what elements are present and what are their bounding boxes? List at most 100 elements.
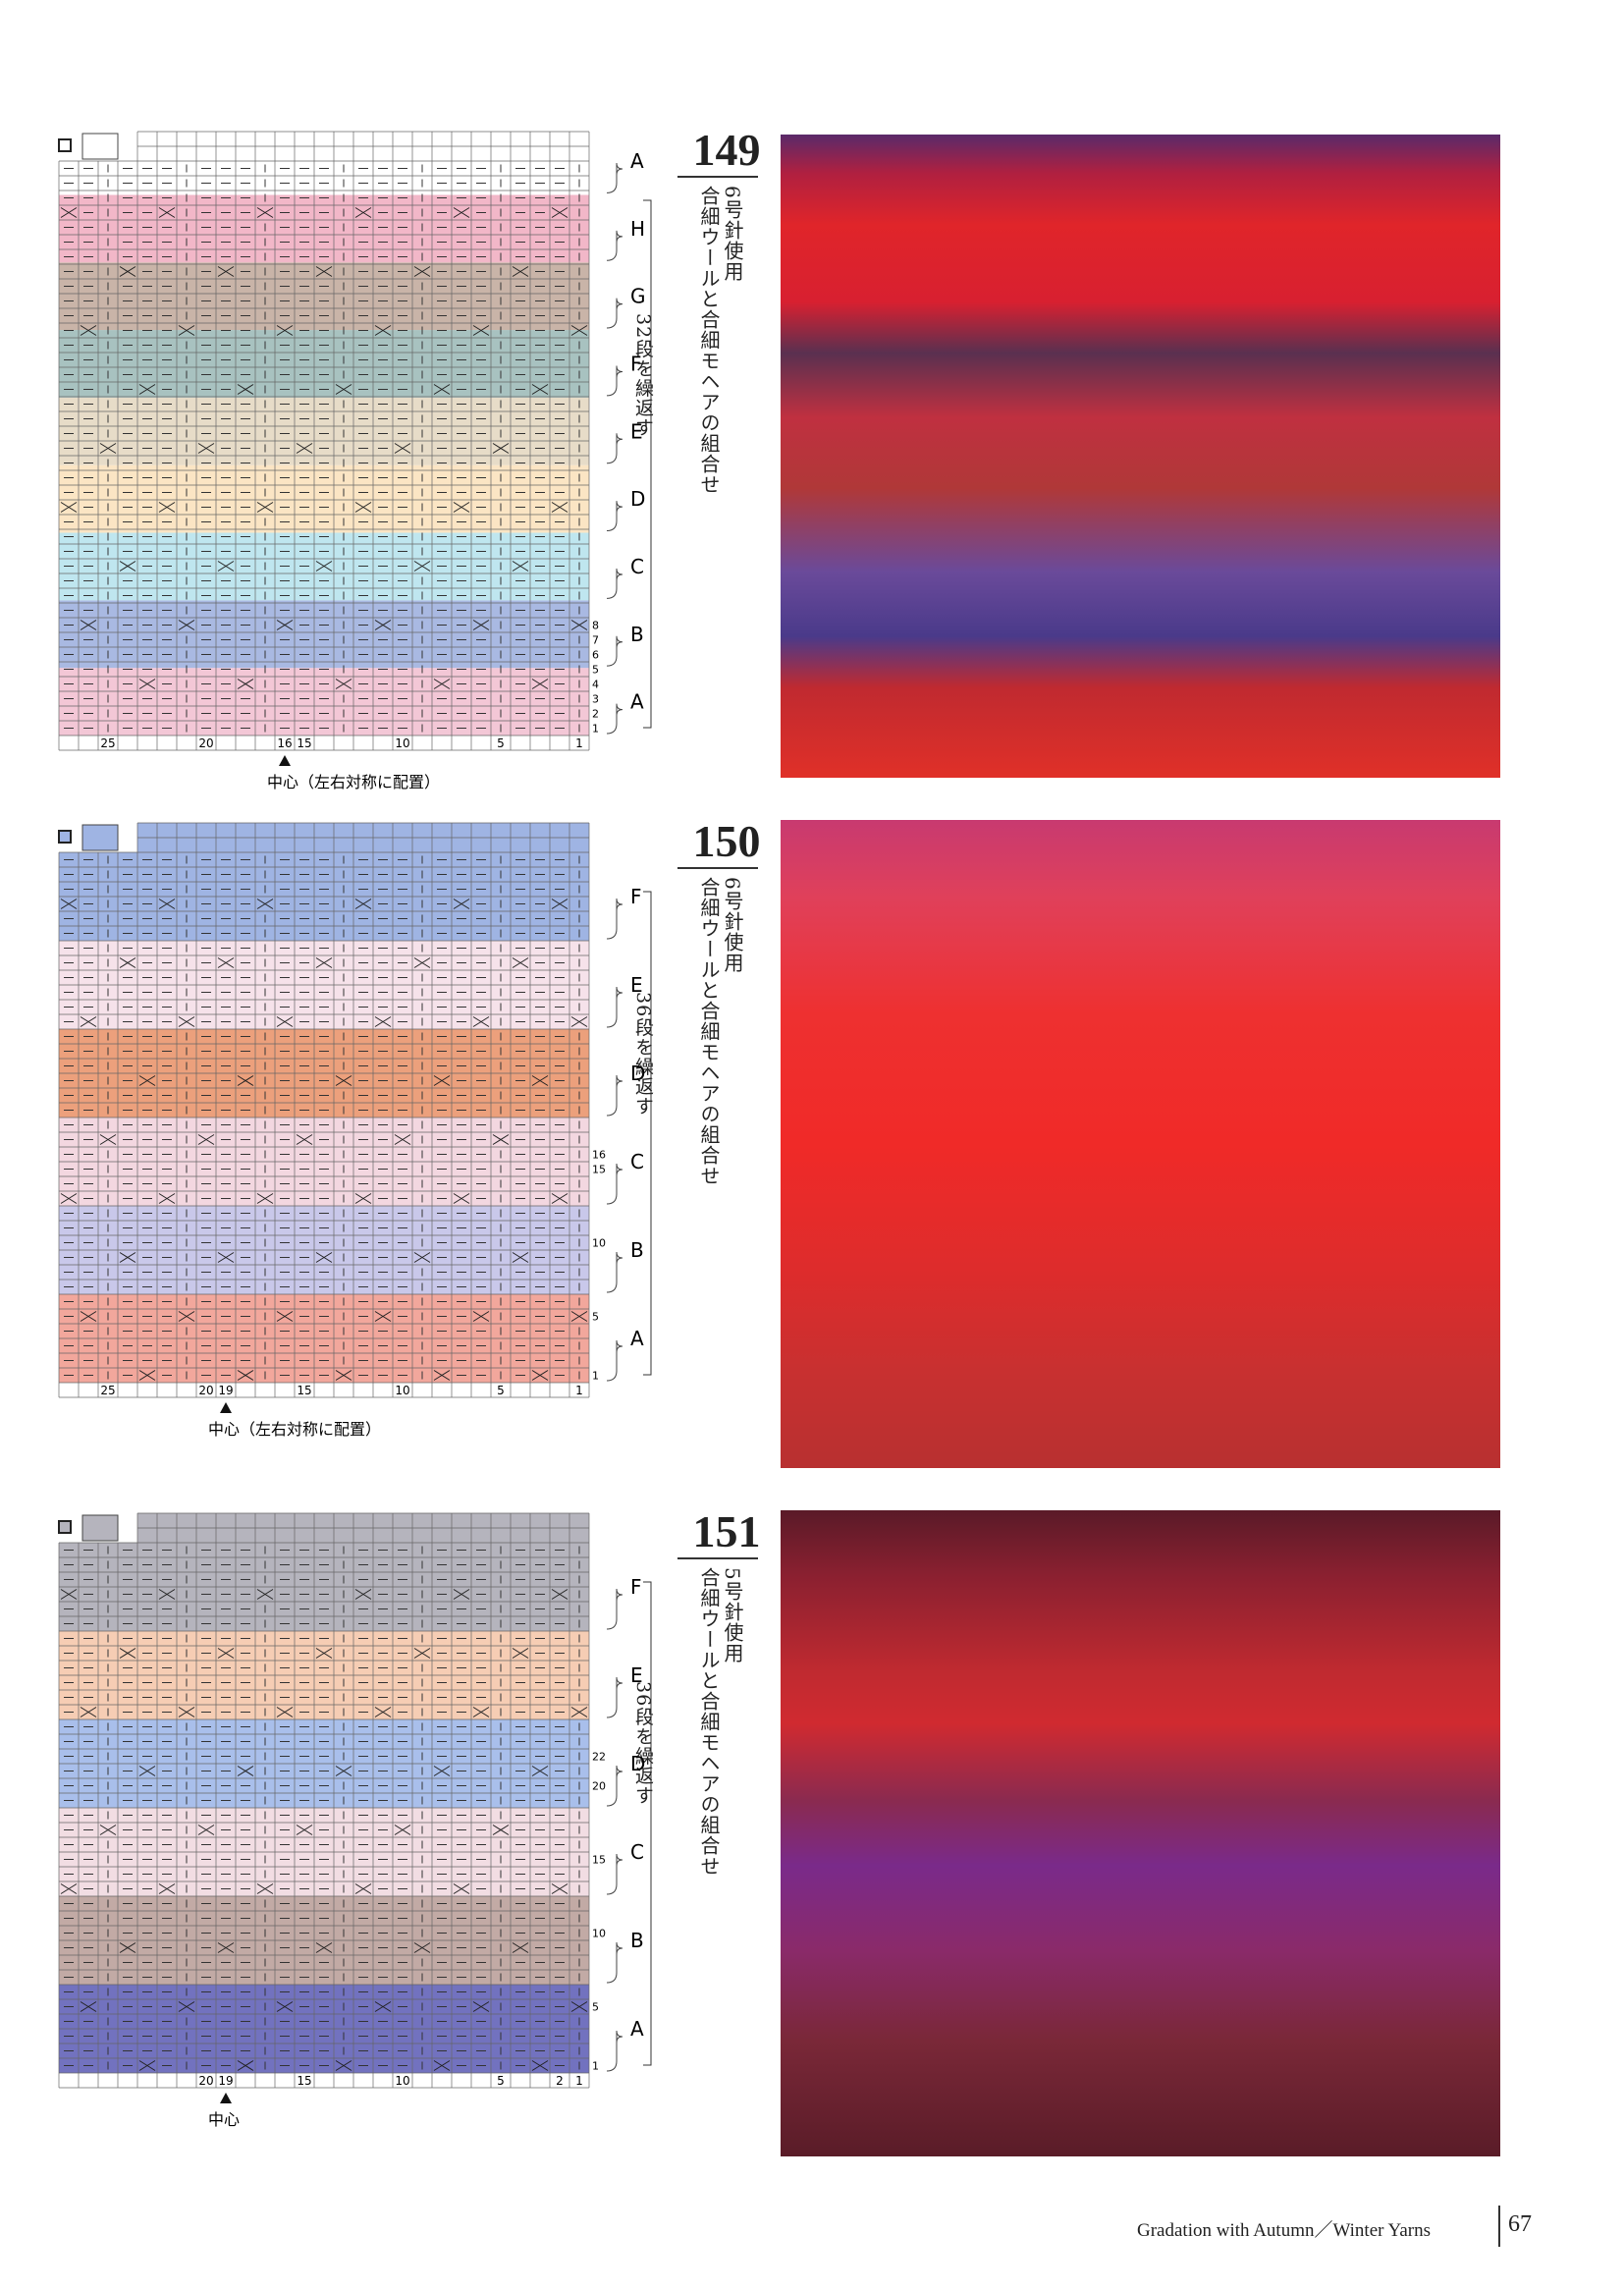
cable-symbol xyxy=(237,1766,254,1776)
cable-symbol xyxy=(354,207,372,218)
cable-symbol xyxy=(374,620,392,630)
cable-symbol xyxy=(178,1016,195,1027)
cable-symbol xyxy=(433,2060,451,2071)
number-rule xyxy=(677,867,758,869)
cable-symbol xyxy=(512,561,529,572)
cable-symbol xyxy=(433,1075,451,1086)
section-label: A xyxy=(630,1327,644,1350)
cable-symbol xyxy=(335,679,352,689)
column-number: 20 xyxy=(198,2074,213,2088)
cable-symbol xyxy=(158,1193,176,1204)
cable-symbol xyxy=(256,1883,274,1894)
column-number: 1 xyxy=(575,2074,583,2088)
cable-symbol xyxy=(413,1648,431,1659)
cable-symbol xyxy=(256,207,274,218)
pattern-number: 150 xyxy=(692,816,761,866)
column-number: 5 xyxy=(497,736,505,750)
yarn-combo: 合細ウールと合細モヘアの組合せ xyxy=(697,1567,721,1877)
cable-symbol xyxy=(217,266,235,277)
section-label: E xyxy=(630,973,643,997)
column-number: 15 xyxy=(297,736,311,750)
row-number: 5 xyxy=(592,664,599,677)
swatch-photo xyxy=(781,820,1500,1468)
cable-symbol xyxy=(138,2060,156,2071)
section-brace xyxy=(606,1676,623,1718)
cable-symbol xyxy=(158,207,176,218)
cable-symbol xyxy=(80,620,97,630)
section-brace xyxy=(606,162,623,193)
row-number: 20 xyxy=(592,1780,606,1793)
cable-symbol xyxy=(335,384,352,395)
section-label: E xyxy=(630,1663,643,1687)
section-label: C xyxy=(630,555,644,578)
cable-symbol xyxy=(472,2001,490,2012)
cable-symbol xyxy=(354,1589,372,1600)
cable-symbol xyxy=(178,620,195,630)
cable-symbol xyxy=(256,1589,274,1600)
column-number: 1 xyxy=(575,736,583,750)
color-band xyxy=(59,464,589,533)
section-label: F xyxy=(630,352,642,375)
section-label: C xyxy=(630,1840,644,1864)
cable-symbol xyxy=(551,899,568,909)
section-label: C xyxy=(630,1150,644,1173)
cable-symbol xyxy=(394,443,411,454)
section-brace xyxy=(606,635,623,667)
cable-symbol xyxy=(80,2001,97,2012)
cable-symbol xyxy=(354,899,372,909)
row-number: 1 xyxy=(592,723,599,736)
cable-symbol xyxy=(138,1075,156,1086)
section-brace xyxy=(606,1251,623,1293)
cable-symbol xyxy=(433,384,451,395)
cable-symbol xyxy=(99,1134,117,1145)
center-label: 中心（左右対称に配置） xyxy=(208,1420,381,1439)
cable-symbol xyxy=(551,1589,568,1600)
row-number: 10 xyxy=(592,1928,606,1940)
row-number: 8 xyxy=(592,620,599,632)
legend-symbol xyxy=(81,1514,119,1542)
cable-symbol xyxy=(296,1134,313,1145)
cable-symbol xyxy=(570,325,588,336)
yarn-combo: 合細ウールと合細モヘアの組合せ xyxy=(697,186,721,495)
column-number: 15 xyxy=(297,2074,311,2088)
section-label: H xyxy=(630,217,645,241)
cable-symbol xyxy=(237,679,254,689)
cable-symbol xyxy=(237,384,254,395)
cable-symbol xyxy=(217,1942,235,1953)
page-number: 67 xyxy=(1508,2211,1532,2237)
cable-symbol xyxy=(551,207,568,218)
cable-symbol xyxy=(413,1942,431,1953)
column-number: 20 xyxy=(198,736,213,750)
cable-symbol xyxy=(413,561,431,572)
section-brace xyxy=(606,703,623,735)
number-rule xyxy=(677,1557,758,1559)
cable-symbol xyxy=(453,1883,470,1894)
cable-symbol xyxy=(531,384,549,395)
section-brace xyxy=(606,501,623,532)
cable-symbol xyxy=(315,266,333,277)
cable-symbol xyxy=(354,1193,372,1204)
column-number: 19 xyxy=(218,1384,233,1397)
cable-symbol xyxy=(433,1766,451,1776)
column-number: 2 xyxy=(556,2074,564,2088)
section-brace xyxy=(606,1339,623,1382)
legend-swatch xyxy=(58,138,72,152)
cable-symbol xyxy=(472,1707,490,1717)
cable-symbol xyxy=(138,384,156,395)
section-brace xyxy=(606,1765,623,1807)
section-brace xyxy=(606,230,623,261)
section-label: A xyxy=(630,149,644,173)
row-number: 3 xyxy=(592,693,599,706)
column-number: 10 xyxy=(395,736,409,750)
section-label: B xyxy=(630,1238,644,1262)
repeat-note: 36段を繰返す xyxy=(632,1681,654,1806)
cable-symbol xyxy=(197,1134,215,1145)
row-number: 4 xyxy=(592,679,599,691)
cable-symbol xyxy=(394,1134,411,1145)
row-number: 1 xyxy=(592,2060,599,2073)
cable-symbol xyxy=(158,502,176,513)
cable-symbol xyxy=(570,620,588,630)
